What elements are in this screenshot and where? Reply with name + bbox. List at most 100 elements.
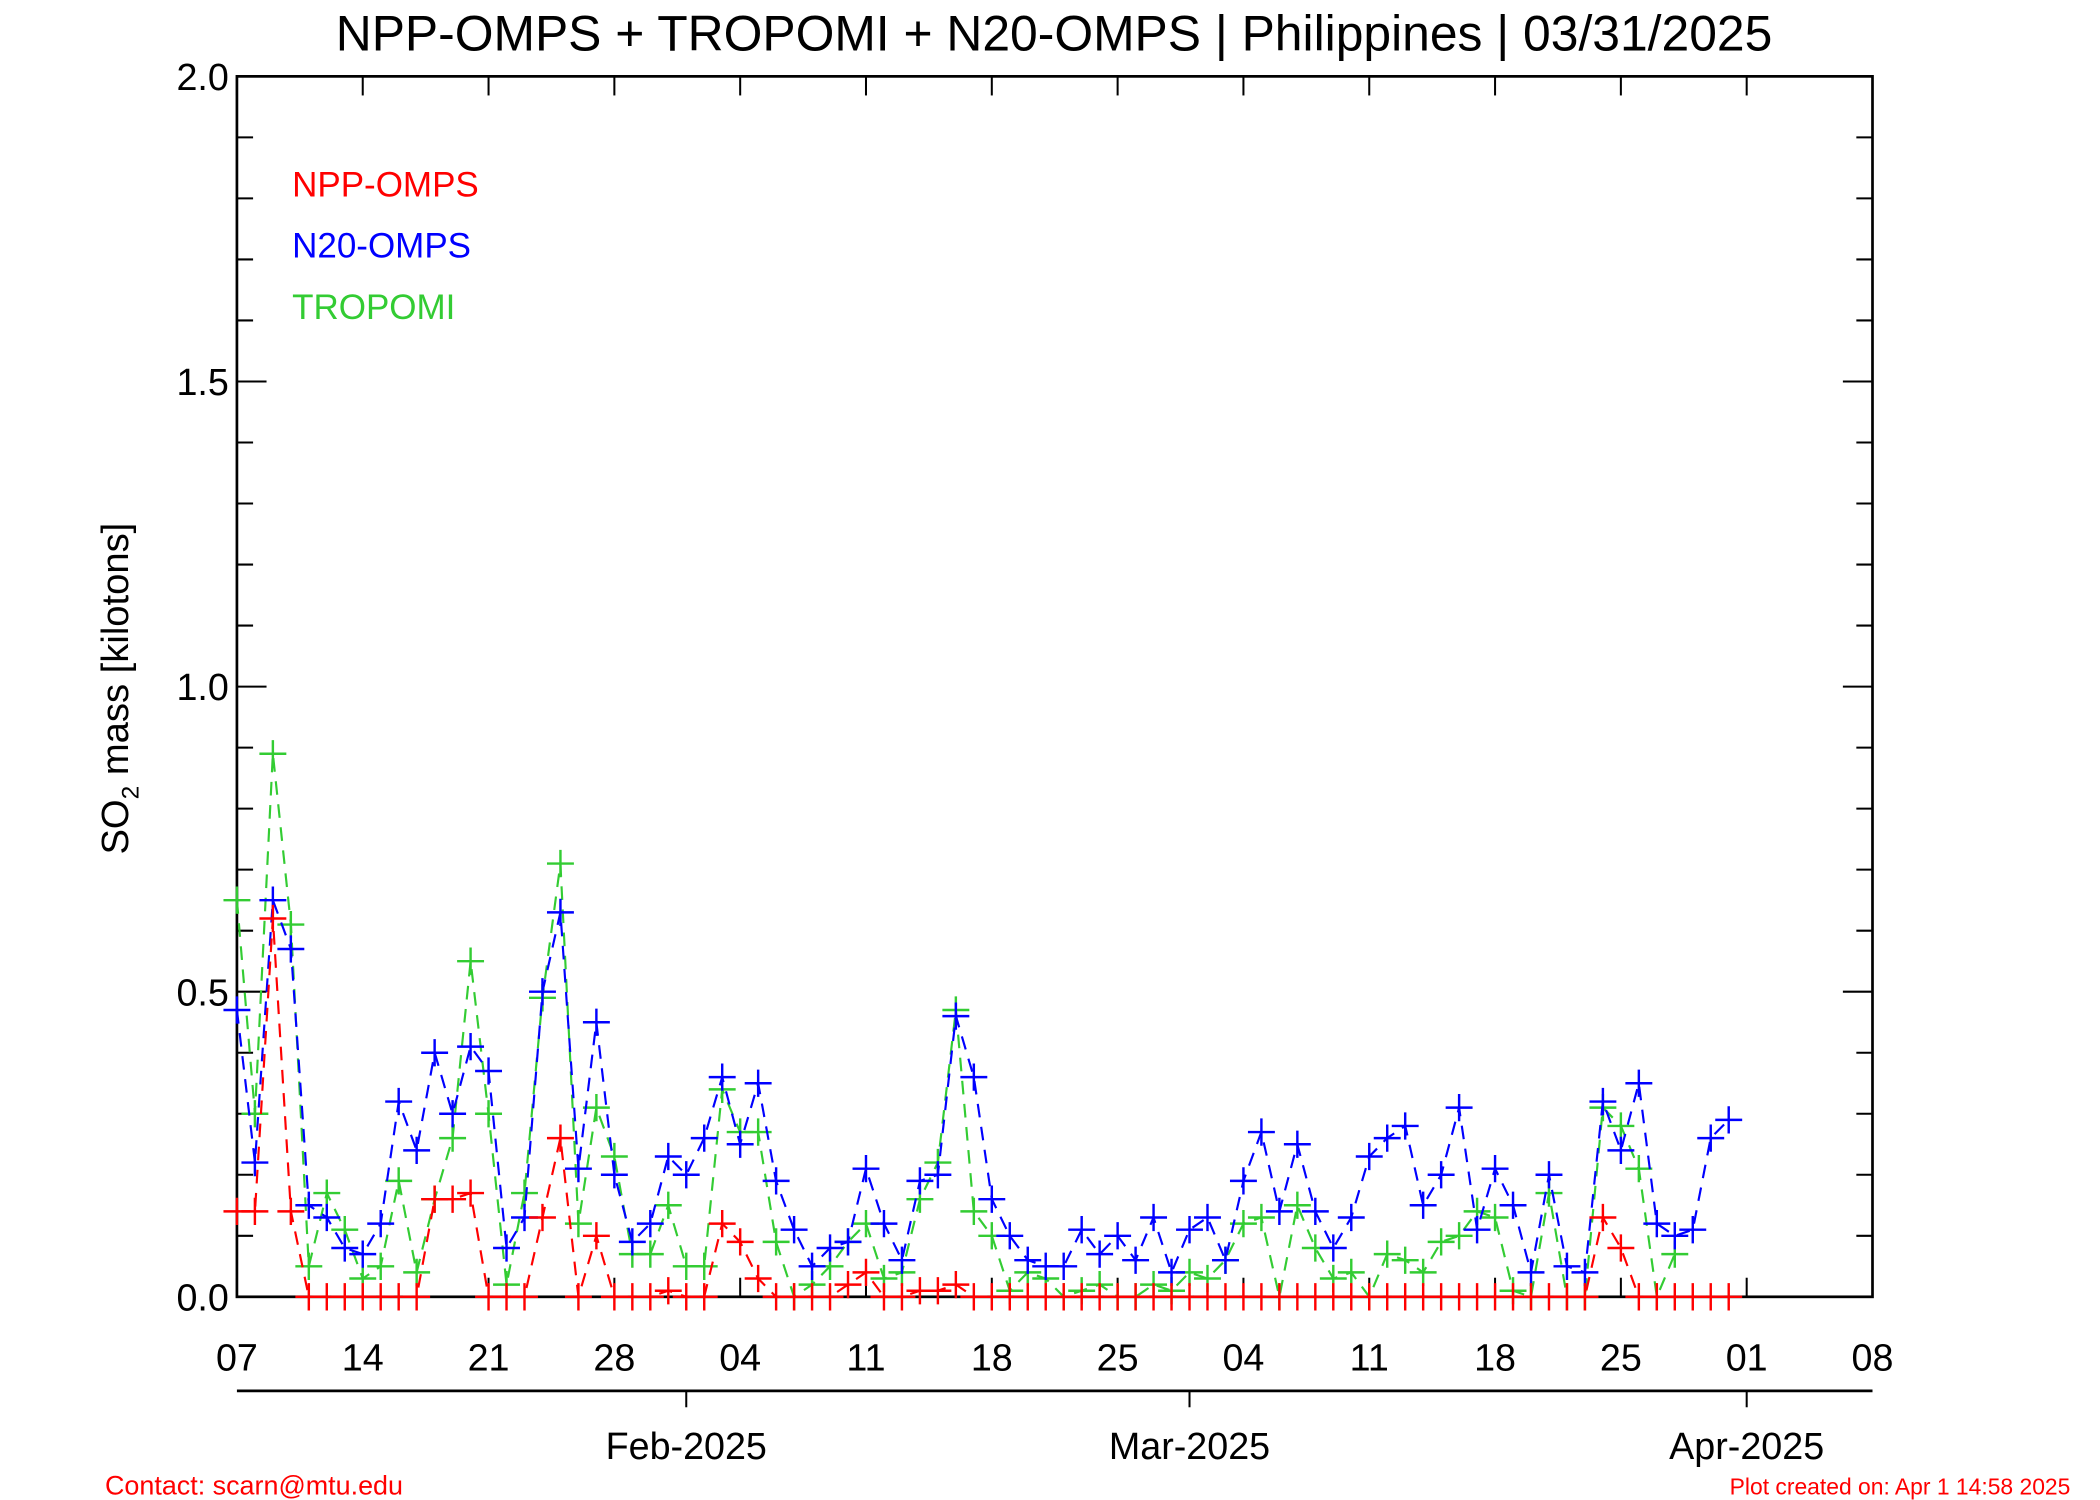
data-point <box>564 1155 592 1183</box>
x-tick-label: 11 <box>1350 1337 1389 1379</box>
data-point <box>529 1203 556 1232</box>
data-point <box>1607 1112 1635 1140</box>
y-tick-label: 1.5 <box>176 362 228 404</box>
data-point <box>439 1185 467 1213</box>
data-point <box>439 1100 467 1128</box>
data-point <box>996 1222 1024 1250</box>
data-point <box>834 1270 862 1299</box>
data-point <box>1409 1191 1437 1219</box>
data-point <box>780 1216 808 1244</box>
data-point <box>1247 1203 1275 1232</box>
data-point <box>1481 1203 1509 1232</box>
series-npp-omps <box>223 904 1743 1311</box>
data-point <box>1301 1197 1329 1226</box>
data-point <box>816 1283 844 1311</box>
data-point <box>1427 1228 1455 1256</box>
chart-title: NPP-OMPS + TROPOMI + N20-OMPS | Philippi… <box>336 5 1773 61</box>
data-point <box>726 1130 754 1158</box>
data-point <box>798 1252 826 1280</box>
data-point <box>726 1228 754 1256</box>
data-point <box>636 1209 664 1238</box>
data-point <box>1104 1222 1132 1250</box>
data-point <box>367 1252 395 1280</box>
data-point <box>1409 1258 1437 1287</box>
data-point <box>762 1167 790 1195</box>
data-point <box>1158 1258 1186 1287</box>
data-point <box>277 935 305 963</box>
x-tick-label: 04 <box>1222 1337 1264 1379</box>
data-point <box>1589 1087 1617 1116</box>
series-line <box>235 753 1676 1301</box>
legend-entry: TROPOMI <box>292 288 455 327</box>
data-point <box>529 978 556 1006</box>
data-point <box>1715 1283 1743 1311</box>
data-point <box>1229 1167 1257 1195</box>
data-point <box>1283 1191 1311 1219</box>
data-point <box>259 904 287 933</box>
x-tick-label: 01 <box>1726 1337 1768 1379</box>
data-point <box>421 1039 449 1067</box>
data-point <box>1481 1155 1509 1183</box>
data-point <box>1715 1106 1743 1134</box>
data-point <box>1122 1246 1150 1274</box>
data-point <box>1643 1209 1671 1238</box>
data-point <box>582 1094 610 1122</box>
data-point <box>708 1209 736 1238</box>
data-point <box>1194 1203 1221 1232</box>
data-point <box>888 1246 916 1274</box>
data-point <box>888 1283 916 1311</box>
series-line <box>236 918 1729 1298</box>
y-tick-label: 1.0 <box>176 667 228 709</box>
data-point <box>295 1252 323 1280</box>
data-point <box>924 1277 952 1305</box>
created-text: Plot created on: Apr 1 14:58 2025 <box>1730 1473 2071 1499</box>
data-point <box>942 1270 970 1299</box>
x-tick-label: 07 <box>216 1337 258 1379</box>
data-point <box>403 1283 431 1311</box>
data-point <box>654 1142 682 1171</box>
data-point <box>690 1283 718 1311</box>
data-point <box>493 1234 520 1262</box>
data-point <box>762 1228 790 1256</box>
data-point <box>475 1057 503 1085</box>
data-point <box>511 1179 538 1207</box>
data-point <box>1140 1203 1168 1232</box>
data-point <box>223 886 251 914</box>
data-point <box>690 1252 718 1280</box>
data-point <box>834 1228 862 1256</box>
contact-text: Contact: scarn@mtu.edu <box>105 1469 403 1500</box>
data-point <box>475 1100 503 1128</box>
data-point <box>1589 1203 1617 1232</box>
legend-entry: N20-OMPS <box>292 227 471 266</box>
series-n20-omps <box>223 886 1743 1287</box>
data-point <box>457 1179 485 1207</box>
month-label: Mar-2025 <box>1109 1426 1270 1468</box>
data-point <box>1211 1246 1239 1274</box>
data-point <box>367 1209 395 1238</box>
data-point <box>960 1197 988 1226</box>
data-point <box>1553 1252 1581 1280</box>
data-point <box>546 849 574 878</box>
data-point <box>672 1161 700 1189</box>
data-point <box>403 1136 431 1164</box>
data-point <box>708 1063 736 1091</box>
data-point <box>582 1222 610 1250</box>
y-tick-label: 0.5 <box>176 972 228 1014</box>
data-point <box>546 1124 574 1152</box>
data-point <box>1283 1130 1311 1158</box>
data-point <box>259 740 287 768</box>
x-tick-label: 11 <box>846 1337 885 1379</box>
data-point <box>1517 1258 1545 1287</box>
legend: NPP-OMPS N20-OMPS TROPOMI <box>292 165 479 327</box>
data-point <box>744 1069 772 1097</box>
data-point <box>511 1283 538 1311</box>
x-tick-label: 18 <box>971 1337 1013 1379</box>
legend-entry: NPP-OMPS <box>292 165 479 204</box>
data-point <box>1607 1136 1635 1164</box>
data-point <box>1337 1203 1365 1232</box>
data-point <box>654 1191 682 1219</box>
series-line <box>235 899 1730 1276</box>
data-point <box>852 1155 880 1183</box>
data-point <box>1373 1240 1401 1268</box>
data-point <box>978 1185 1006 1213</box>
